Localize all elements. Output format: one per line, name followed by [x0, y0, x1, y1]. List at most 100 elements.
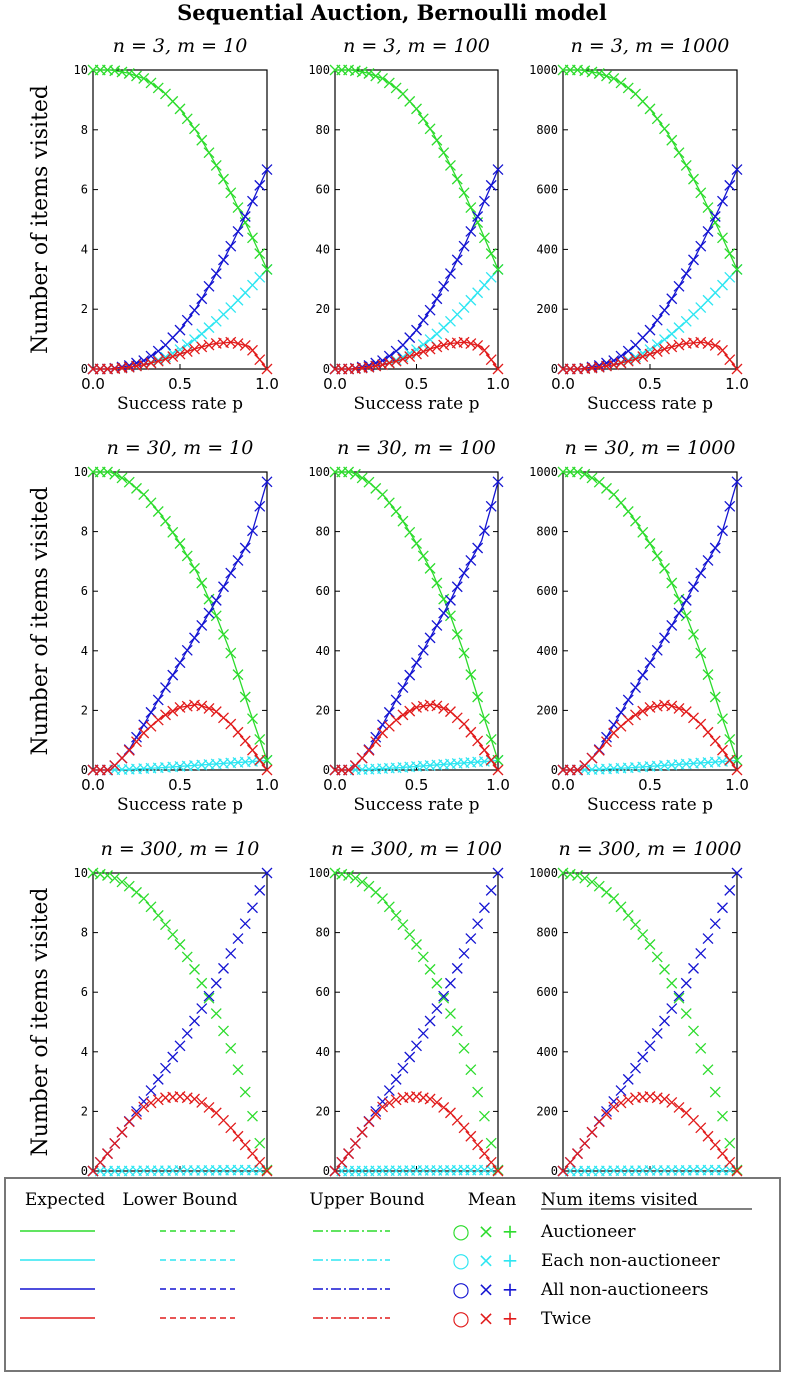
- data-point: [377, 719, 389, 731]
- data-point: [225, 567, 237, 579]
- y-tick-label: 200: [536, 302, 558, 316]
- legend-box: [4, 1177, 781, 1372]
- data-point: [601, 736, 612, 748]
- data-point: [424, 1093, 436, 1105]
- data-point: [397, 353, 409, 365]
- series-all-non-auctioneers: [87, 476, 273, 776]
- data-point: [673, 990, 685, 1002]
- data-point: [397, 515, 409, 527]
- y-tick-label: 800: [536, 525, 558, 539]
- data-point: [203, 990, 215, 1002]
- data-point: [397, 682, 409, 694]
- y-tick-label: 400: [536, 644, 558, 658]
- data-point: [472, 217, 484, 228]
- data-point: [659, 123, 670, 135]
- data-point: [465, 226, 477, 237]
- data-point: [247, 902, 258, 914]
- data-point: [717, 744, 728, 756]
- data-point: [232, 226, 244, 237]
- data-point: [438, 593, 450, 605]
- data-point: [630, 515, 641, 527]
- data-point: [731, 476, 743, 488]
- data-point: [261, 1165, 273, 1177]
- data-point: [637, 1051, 649, 1063]
- figure-title: Sequential Auction, Bernoulli model: [177, 0, 607, 25]
- data-point: [343, 764, 355, 776]
- legend-label: Twice: [541, 1309, 591, 1329]
- data-point: [102, 764, 113, 776]
- data-point: [232, 669, 244, 681]
- data-point: [254, 500, 266, 512]
- data-point: [218, 254, 229, 266]
- data-point: [637, 705, 649, 717]
- data-point: [247, 713, 258, 725]
- data-point: [116, 876, 128, 888]
- data-point: [572, 870, 583, 881]
- data-point: [572, 466, 583, 478]
- data-point: [138, 73, 150, 84]
- data-point: [492, 476, 504, 488]
- series-each-non-auctioneer: [329, 263, 504, 375]
- y-tick-label: 8: [81, 926, 88, 940]
- data-point: [404, 929, 416, 941]
- data-point: [492, 164, 504, 176]
- data-point: [717, 1110, 728, 1122]
- data-point: [478, 902, 490, 914]
- data-point: [702, 669, 714, 681]
- data-point: [123, 476, 135, 488]
- y-tick-label: 0: [81, 763, 88, 777]
- data-point: [438, 147, 450, 159]
- data-point: [102, 1148, 113, 1160]
- data-point: [717, 195, 728, 207]
- data-point: [688, 1025, 699, 1037]
- data-point: [666, 134, 678, 146]
- y-tick-label: 60: [316, 985, 330, 999]
- data-point: [181, 951, 193, 963]
- panel-6: n = 30, m = 1000 0 200 400 600 800 1000 0.0 0.5 1…: [529, 437, 749, 815]
- data-point: [717, 902, 728, 914]
- data-point: [666, 620, 678, 631]
- data-point: [444, 977, 456, 989]
- data-point: [485, 754, 497, 766]
- data-point: [608, 359, 620, 371]
- data-point: [717, 1148, 728, 1160]
- data-point: [680, 706, 692, 718]
- x-axis-label: Success rate p: [117, 394, 243, 414]
- series-line: [563, 69, 738, 270]
- data-point: [424, 343, 436, 355]
- legend-mean-marker: ×: [478, 1248, 495, 1272]
- data-point: [102, 466, 113, 478]
- data-point: [601, 731, 612, 743]
- data-point: [203, 702, 215, 714]
- data-point: [451, 962, 463, 974]
- data-point: [196, 1003, 208, 1015]
- data-point: [465, 554, 477, 566]
- legend-mean-marker: ○: [452, 1248, 469, 1272]
- data-point: [218, 173, 229, 185]
- data-point: [131, 70, 142, 82]
- data-point: [644, 657, 656, 669]
- data-point: [181, 1027, 193, 1039]
- series-auctioneer: [557, 466, 743, 766]
- data-point: [615, 720, 627, 732]
- data-point: [424, 1015, 436, 1027]
- data-point: [189, 123, 200, 135]
- data-point: [615, 1097, 627, 1109]
- legend-mean-marker: ○: [452, 1219, 469, 1243]
- data-point: [695, 1122, 707, 1134]
- data-point: [666, 1003, 678, 1015]
- y-axis-label: Number of items visited: [28, 486, 53, 755]
- data-point: [225, 1042, 237, 1054]
- panel-title: n = 300, m = 10: [101, 838, 260, 860]
- data-point: [709, 691, 721, 703]
- y-tick-label: 0: [551, 763, 558, 777]
- data-point: [349, 1137, 361, 1149]
- data-point: [438, 339, 450, 351]
- data-point: [465, 1064, 477, 1076]
- data-point: [472, 339, 484, 351]
- y-tick-label: 1000: [529, 465, 558, 479]
- panel-8: n = 300, m = 1000204060801000.00.51.0Suc…: [308, 838, 510, 1216]
- series-auctioneer: [329, 64, 504, 275]
- series-twice: [329, 336, 504, 375]
- data-point: [411, 939, 422, 950]
